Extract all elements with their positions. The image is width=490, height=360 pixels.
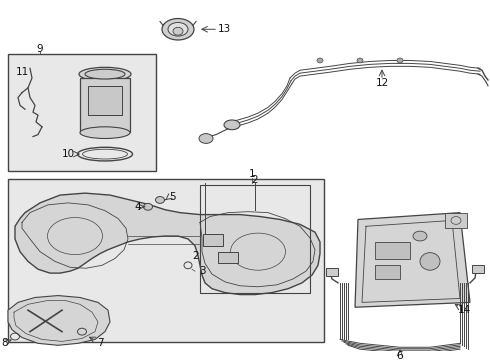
Ellipse shape xyxy=(420,253,440,270)
Bar xyxy=(472,265,484,273)
Ellipse shape xyxy=(79,67,131,81)
Ellipse shape xyxy=(80,127,130,139)
Ellipse shape xyxy=(173,27,183,35)
Bar xyxy=(80,78,130,132)
Text: 4: 4 xyxy=(135,202,141,212)
Ellipse shape xyxy=(224,120,240,130)
Bar xyxy=(326,268,338,276)
Text: 3: 3 xyxy=(198,266,205,276)
Ellipse shape xyxy=(144,203,152,210)
Bar xyxy=(203,234,223,246)
Ellipse shape xyxy=(413,231,427,241)
Bar xyxy=(8,179,324,342)
Text: 14: 14 xyxy=(457,305,470,315)
Bar xyxy=(8,54,156,171)
Text: 1: 1 xyxy=(249,168,255,179)
Bar xyxy=(218,252,238,264)
Polygon shape xyxy=(15,193,320,294)
Text: 10: 10 xyxy=(61,149,74,159)
Ellipse shape xyxy=(155,197,165,203)
Text: 9: 9 xyxy=(37,44,43,54)
Ellipse shape xyxy=(357,58,363,63)
Text: 2: 2 xyxy=(193,251,199,261)
Ellipse shape xyxy=(162,18,194,40)
Text: 7: 7 xyxy=(97,338,103,348)
Bar xyxy=(375,242,410,260)
Bar xyxy=(445,213,467,228)
Text: 13: 13 xyxy=(218,24,231,34)
Polygon shape xyxy=(355,213,470,307)
Bar xyxy=(375,265,400,279)
Ellipse shape xyxy=(168,22,188,36)
Text: 5: 5 xyxy=(169,192,175,202)
Text: 8: 8 xyxy=(1,338,8,348)
Ellipse shape xyxy=(317,58,323,63)
Ellipse shape xyxy=(199,134,213,143)
Text: 11: 11 xyxy=(15,67,28,77)
Text: 2: 2 xyxy=(252,175,258,185)
Bar xyxy=(88,86,122,115)
Ellipse shape xyxy=(397,58,403,63)
Ellipse shape xyxy=(85,69,125,79)
Text: 12: 12 xyxy=(375,78,389,88)
Text: 6: 6 xyxy=(397,351,403,360)
Bar xyxy=(200,185,310,293)
Polygon shape xyxy=(8,296,110,345)
